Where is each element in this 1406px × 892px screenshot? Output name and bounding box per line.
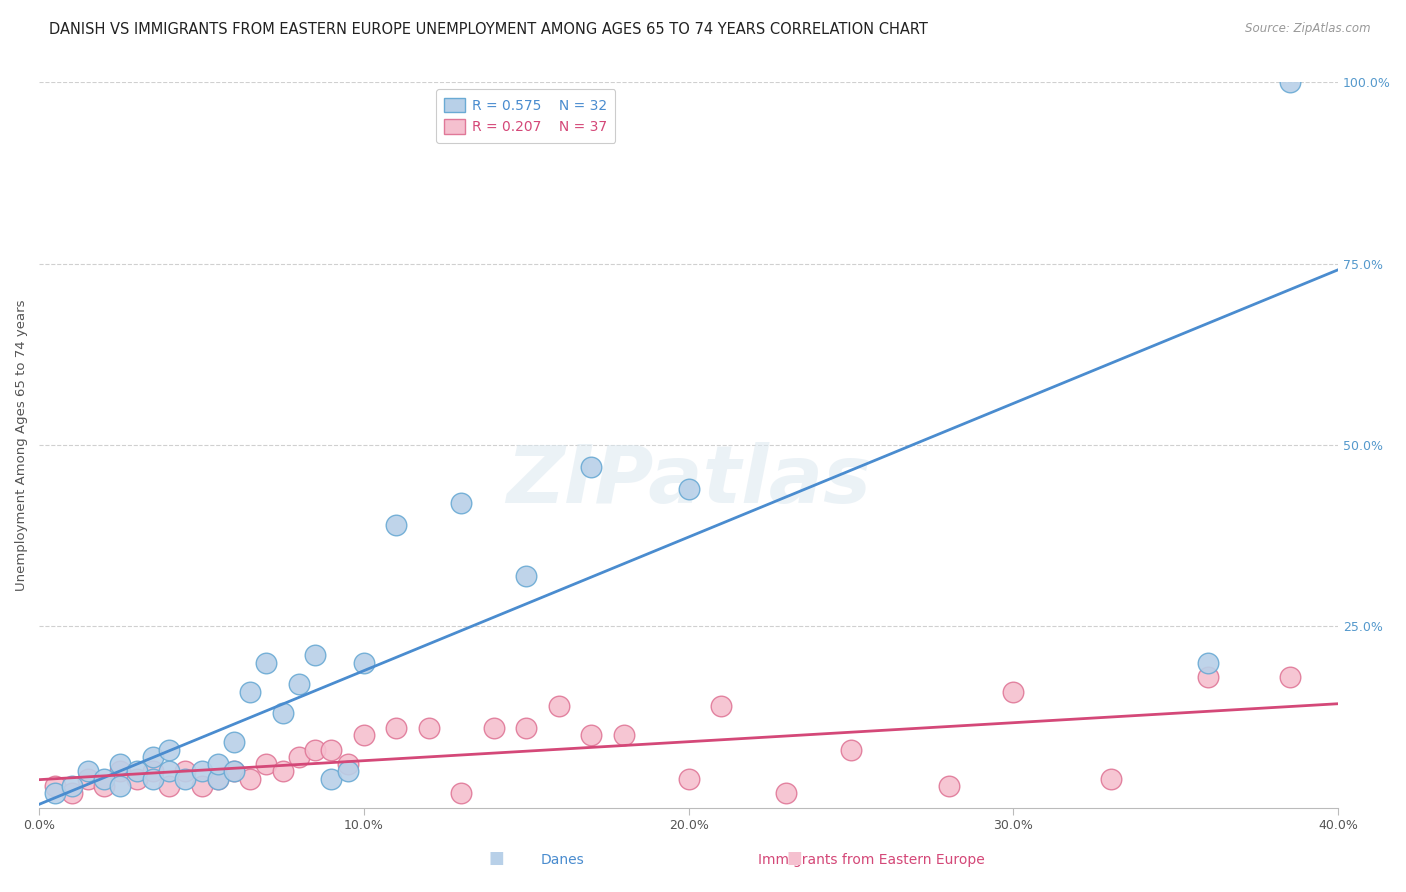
Point [581, 459, 603, 474]
Point [839, 742, 862, 756]
Point [207, 757, 229, 772]
Point [157, 779, 180, 793]
Point [450, 496, 472, 510]
Point [321, 742, 343, 756]
Point [110, 779, 132, 793]
Point [353, 656, 375, 670]
Text: Danes: Danes [540, 853, 585, 867]
Point [174, 772, 197, 786]
Point [125, 764, 148, 779]
Point [775, 786, 797, 800]
Point [613, 728, 636, 742]
Point [385, 517, 408, 532]
Point [304, 648, 326, 663]
Point [1002, 684, 1025, 698]
Text: Immigrants from Eastern Europe: Immigrants from Eastern Europe [758, 853, 986, 867]
Point [418, 721, 440, 735]
Point [142, 764, 165, 779]
Point [1278, 670, 1301, 684]
Point [678, 482, 700, 496]
Point [93, 779, 115, 793]
Point [93, 772, 115, 786]
Point [190, 764, 212, 779]
Point [157, 742, 180, 756]
Text: ■: ■ [786, 849, 803, 867]
Point [76, 772, 98, 786]
Point [336, 764, 359, 779]
Text: Source: ZipAtlas.com: Source: ZipAtlas.com [1246, 22, 1371, 36]
Point [222, 764, 245, 779]
Point [271, 764, 294, 779]
Point [678, 772, 700, 786]
Point [142, 772, 165, 786]
Point [239, 684, 262, 698]
Point [450, 786, 472, 800]
Point [581, 728, 603, 742]
Point [125, 772, 148, 786]
Point [321, 772, 343, 786]
Text: ZIPatlas: ZIPatlas [506, 442, 872, 520]
Text: DANISH VS IMMIGRANTS FROM EASTERN EUROPE UNEMPLOYMENT AMONG AGES 65 TO 74 YEARS : DANISH VS IMMIGRANTS FROM EASTERN EUROPE… [49, 22, 928, 37]
Point [288, 749, 311, 764]
Point [1278, 75, 1301, 89]
Point [482, 721, 505, 735]
Point [1197, 656, 1219, 670]
Point [190, 779, 212, 793]
Y-axis label: Unemployment Among Ages 65 to 74 years: Unemployment Among Ages 65 to 74 years [15, 300, 28, 591]
Point [207, 772, 229, 786]
Legend: R = 0.575    N = 32, R = 0.207    N = 37: R = 0.575 N = 32, R = 0.207 N = 37 [436, 89, 616, 143]
Point [239, 772, 262, 786]
Point [515, 721, 537, 735]
Point [174, 764, 197, 779]
Point [304, 742, 326, 756]
Point [256, 656, 278, 670]
Point [44, 786, 66, 800]
Point [271, 706, 294, 721]
Point [207, 772, 229, 786]
Point [222, 735, 245, 749]
Point [336, 757, 359, 772]
Point [938, 779, 960, 793]
Point [256, 757, 278, 772]
Point [515, 568, 537, 582]
Point [1099, 772, 1122, 786]
Point [142, 749, 165, 764]
Point [44, 779, 66, 793]
Point [110, 764, 132, 779]
Point [385, 721, 408, 735]
Point [110, 757, 132, 772]
Point [222, 764, 245, 779]
Text: ■: ■ [488, 849, 505, 867]
Point [60, 786, 83, 800]
Point [710, 699, 733, 714]
Point [76, 764, 98, 779]
Point [1197, 670, 1219, 684]
Point [353, 728, 375, 742]
Point [288, 677, 311, 691]
Point [547, 699, 569, 714]
Point [60, 779, 83, 793]
Point [157, 764, 180, 779]
